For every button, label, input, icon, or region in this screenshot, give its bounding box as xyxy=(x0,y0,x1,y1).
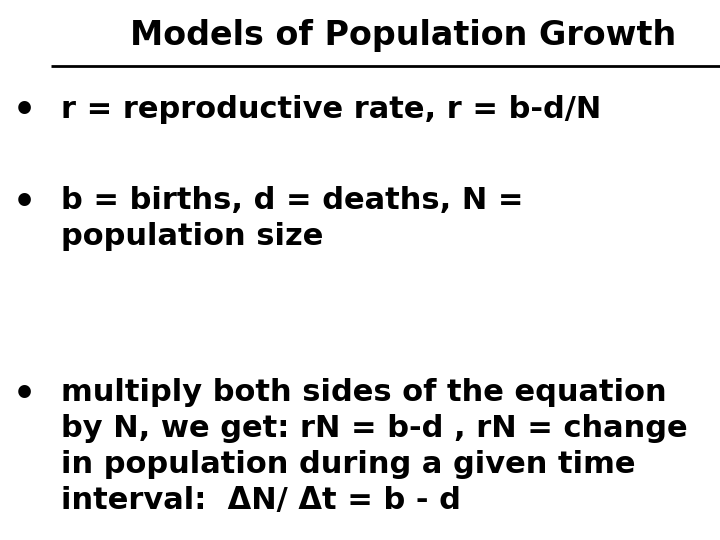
Text: •: • xyxy=(13,378,36,412)
Text: Models of Population Growth: Models of Population Growth xyxy=(130,19,676,52)
Text: •: • xyxy=(13,94,36,129)
Text: r = reproductive rate, r = b-d/N: r = reproductive rate, r = b-d/N xyxy=(61,94,601,124)
Text: b = births, d = deaths, N =
population size: b = births, d = deaths, N = population s… xyxy=(61,186,523,251)
Text: multiply both sides of the equation
by N, we get: rN = b-d , rN = change
in popu: multiply both sides of the equation by N… xyxy=(61,378,688,515)
Text: •: • xyxy=(13,186,36,220)
